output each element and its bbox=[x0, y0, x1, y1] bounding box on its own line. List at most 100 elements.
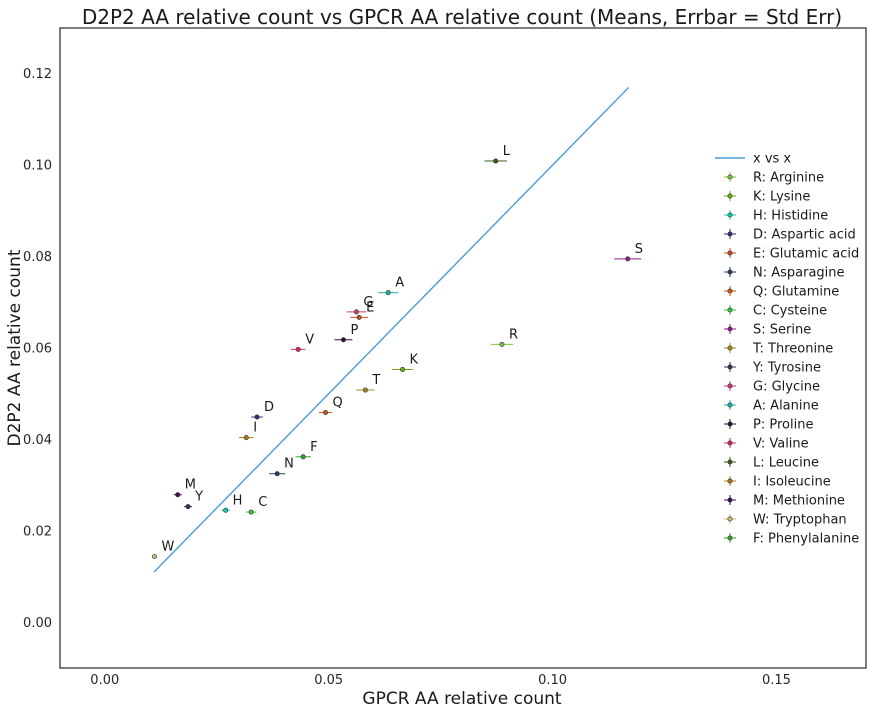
point-label: Y bbox=[194, 490, 203, 505]
legend-swatch-marker bbox=[727, 421, 733, 427]
legend-label: R: Arginine bbox=[753, 171, 824, 186]
legend-item: H: Histidine bbox=[724, 209, 828, 224]
legend-label: S: Serine bbox=[753, 323, 811, 338]
legend-label: N: Asparagine bbox=[753, 266, 845, 281]
data-point-f: F bbox=[295, 440, 318, 460]
point-marker bbox=[353, 309, 359, 315]
point-marker bbox=[499, 341, 505, 347]
legend-label: K: Lysine bbox=[753, 190, 810, 205]
y-axis-ticks: 0.00 0.02 0.04 0.06 0.08 0.10 0.12 bbox=[23, 67, 52, 631]
point-marker bbox=[175, 492, 181, 498]
data-point-c: C bbox=[245, 495, 267, 515]
legend-label: E: Glutamic acid bbox=[753, 247, 859, 262]
data-point-i: I bbox=[239, 421, 257, 441]
point-marker bbox=[362, 387, 368, 393]
data-point-m: M bbox=[173, 478, 196, 498]
legend-label: F: Phenylalanine bbox=[753, 532, 859, 547]
point-marker bbox=[385, 290, 391, 296]
legend-item: P: Proline bbox=[724, 418, 813, 433]
legend-label: A: Alanine bbox=[753, 399, 819, 414]
point-marker bbox=[243, 435, 249, 441]
point-marker bbox=[400, 366, 406, 372]
x-tick-label: 0.05 bbox=[314, 673, 343, 688]
x-axis-label: GPCR AA relative count bbox=[362, 689, 561, 709]
legend-item: T: Threonine bbox=[724, 342, 833, 357]
point-label: V bbox=[305, 332, 314, 347]
point-label: I bbox=[253, 421, 257, 436]
data-point-d: D bbox=[251, 400, 274, 420]
legend-swatch-marker bbox=[727, 193, 733, 199]
legend-item: x vs x bbox=[715, 152, 791, 167]
y-tick-label: 0.02 bbox=[23, 524, 52, 539]
legend-item: K: Lysine bbox=[724, 190, 810, 205]
legend-swatch-marker bbox=[727, 364, 733, 370]
legend-label: D: Aspartic acid bbox=[753, 228, 856, 243]
data-point-r: R bbox=[490, 327, 518, 347]
legend-item: M: Methionine bbox=[724, 494, 845, 509]
point-label: R bbox=[509, 327, 518, 342]
point-label: S bbox=[635, 242, 643, 257]
data-point-e: E bbox=[350, 300, 374, 320]
point-marker bbox=[254, 414, 260, 420]
point-marker bbox=[295, 346, 301, 352]
data-point-k: K bbox=[392, 352, 419, 372]
point-label: T bbox=[371, 373, 380, 388]
data-point-h: H bbox=[221, 493, 242, 513]
legend-item: V: Valine bbox=[724, 437, 809, 452]
legend-label: x vs x bbox=[753, 152, 791, 167]
legend-label: G: Glycine bbox=[753, 380, 820, 395]
legend-swatch-marker bbox=[727, 288, 733, 294]
point-label: P bbox=[350, 323, 358, 338]
legend-item: C: Cysteine bbox=[724, 304, 827, 319]
chart-title: D2P2 AA relative count vs GPCR AA relati… bbox=[82, 5, 842, 29]
point-marker bbox=[151, 553, 157, 559]
point-label: Q bbox=[333, 395, 343, 410]
legend-swatch-marker bbox=[727, 345, 733, 351]
legend-label: C: Cysteine bbox=[753, 304, 827, 319]
legend-label: W: Tryptophan bbox=[753, 513, 847, 528]
point-label: W bbox=[161, 539, 174, 554]
legend-label: L: Leucine bbox=[753, 456, 819, 471]
data-point-g: G bbox=[346, 295, 374, 315]
point-marker bbox=[248, 509, 254, 515]
data-point-v: V bbox=[291, 332, 314, 352]
y-tick-label: 0.08 bbox=[23, 250, 52, 265]
legend-item: I: Isoleucine bbox=[724, 475, 831, 490]
y-tick-label: 0.12 bbox=[23, 67, 52, 82]
legend-label: H: Histidine bbox=[753, 209, 828, 224]
legend-item: E: Glutamic acid bbox=[724, 247, 859, 262]
legend-swatch-marker bbox=[727, 440, 733, 446]
legend: x vs x R: Arginine K: Lysine H: Histidine D:… bbox=[715, 152, 859, 547]
legend-label: V: Valine bbox=[753, 437, 809, 452]
legend-label: I: Isoleucine bbox=[753, 475, 831, 490]
y-tick-label: 0.04 bbox=[23, 433, 52, 448]
point-label: F bbox=[310, 440, 317, 455]
point-label: N bbox=[284, 457, 294, 472]
point-marker bbox=[493, 158, 499, 164]
data-point-y: Y bbox=[184, 490, 203, 510]
point-marker bbox=[300, 454, 306, 460]
point-label: G bbox=[363, 295, 373, 310]
legend-item: Q: Glutamine bbox=[724, 285, 839, 300]
y-tick-label: 0.00 bbox=[23, 616, 52, 631]
point-label: K bbox=[410, 352, 419, 367]
legend-swatch-marker bbox=[727, 250, 733, 256]
plot-frame bbox=[59, 27, 867, 669]
legend-item: R: Arginine bbox=[724, 171, 824, 186]
legend-swatch-marker bbox=[727, 478, 733, 484]
legend-item: F: Phenylalanine bbox=[724, 532, 859, 547]
legend-swatch-marker bbox=[727, 383, 733, 389]
legend-swatch-marker bbox=[727, 497, 733, 503]
point-marker bbox=[356, 314, 362, 320]
legend-item: L: Leucine bbox=[724, 456, 819, 471]
point-marker bbox=[274, 471, 280, 477]
y-tick-label: 0.10 bbox=[23, 159, 52, 174]
point-label: M bbox=[185, 478, 196, 493]
legend-swatch-marker bbox=[727, 174, 733, 180]
point-label: L bbox=[503, 144, 511, 159]
data-point-a: A bbox=[378, 276, 404, 296]
data-point-s: S bbox=[614, 242, 643, 262]
data-point-p: P bbox=[334, 323, 358, 343]
legend-item: N: Asparagine bbox=[724, 266, 845, 281]
y-tick-label: 0.06 bbox=[23, 342, 52, 357]
